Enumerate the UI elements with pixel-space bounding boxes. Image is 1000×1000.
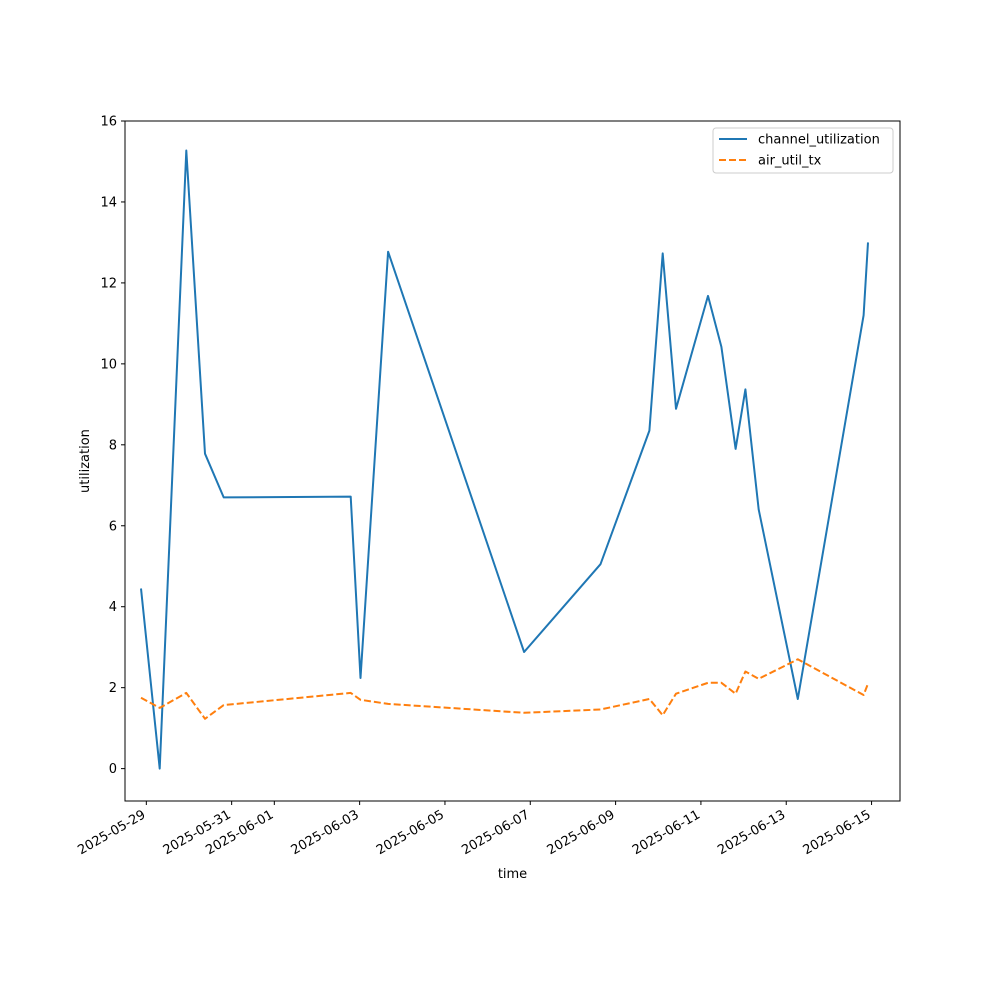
legend: channel_utilization air_util_tx xyxy=(712,127,894,174)
y-axis-label: utilization xyxy=(78,429,93,493)
legend-label: air_util_tx xyxy=(758,154,822,169)
y-axis: 0 2 4 6 8 10 12 14 16 xyxy=(100,115,125,777)
legend-box xyxy=(712,127,894,174)
x-axis-label: time xyxy=(498,867,527,882)
y-tick-label: 6 xyxy=(109,519,117,534)
plot-frame xyxy=(124,120,901,802)
series-line-air-util-tx xyxy=(140,658,869,720)
series-line-channel-utilization xyxy=(140,149,869,770)
y-tick-label: 14 xyxy=(100,195,117,210)
y-tick-label: 0 xyxy=(109,762,117,777)
legend-label: channel_utilization xyxy=(758,133,880,148)
y-tick-label: 12 xyxy=(100,276,117,291)
y-tick-label: 2 xyxy=(109,681,117,696)
series-layer xyxy=(140,149,869,770)
y-tick-label: 8 xyxy=(109,438,117,453)
y-tick-label: 10 xyxy=(100,357,117,372)
y-tick-label: 16 xyxy=(100,115,117,130)
y-tick-label: 4 xyxy=(109,600,117,615)
